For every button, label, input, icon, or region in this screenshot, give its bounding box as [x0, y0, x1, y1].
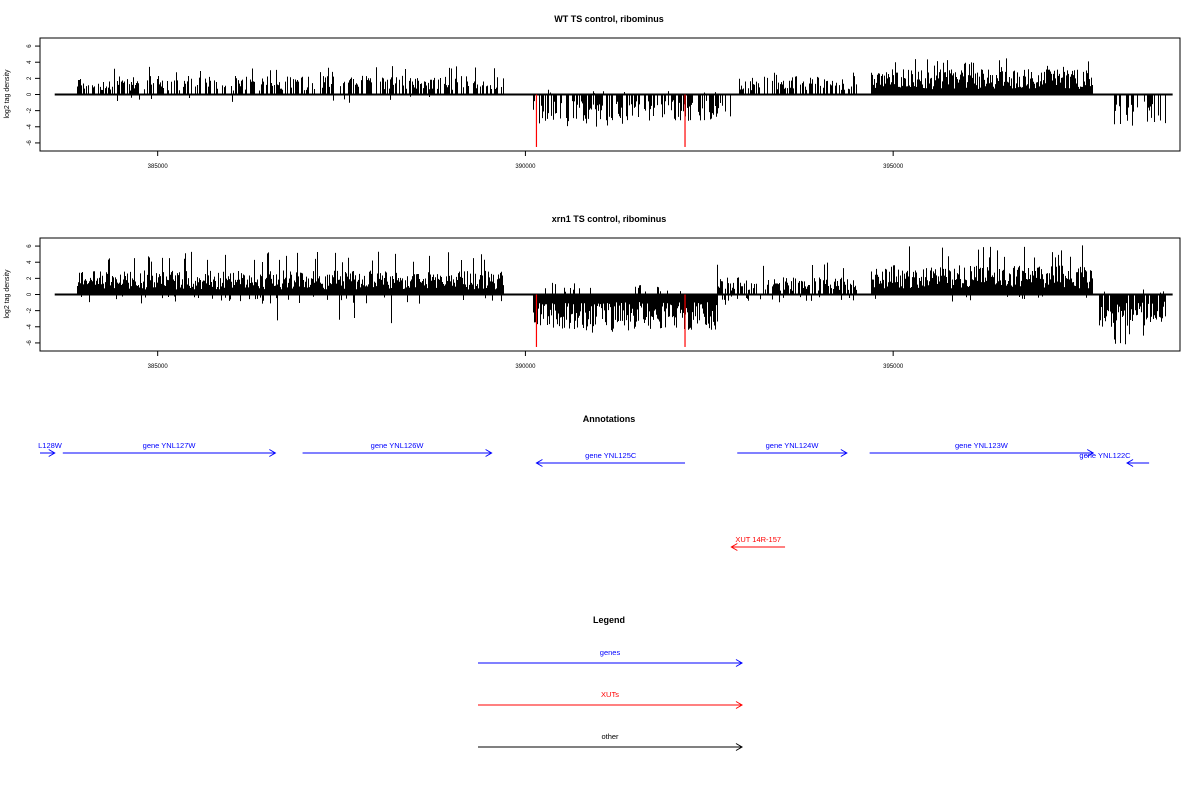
- x-tick-label: 385000: [148, 164, 169, 170]
- annotations-panel: Annotations L128W gene YNL127W gene YNL126…: [38, 414, 1150, 551]
- feature-label: gene YNL127W: [143, 441, 197, 450]
- highlight-bars-xrn1: [535, 294, 686, 347]
- y-tick-label: 0: [27, 292, 33, 296]
- y-tick-label: -4: [27, 123, 33, 129]
- arrow-head: [1086, 449, 1095, 457]
- legend-title: Legend: [593, 615, 625, 625]
- arrow-head: [269, 449, 277, 457]
- x-axis-wt: 385000 390000 395000: [148, 151, 904, 170]
- legend-items: genes XUTs other: [478, 648, 743, 751]
- signal-bars-xrn1: [77, 245, 1166, 345]
- legend-panel: Legend genes XUTs other: [478, 615, 743, 751]
- y-axis-xrn1: 6 4 2 0 -2 -4 -6: [27, 244, 40, 346]
- track-panel-wt: WT TS control, ribominus log2 tag densit…: [4, 14, 1181, 170]
- feature-arrow: [302, 449, 493, 457]
- signal-bars-wt: [77, 58, 1166, 127]
- feature-arrow: [737, 449, 848, 457]
- arrow-head: [840, 449, 848, 457]
- feature-label: gene YNL125C: [585, 451, 637, 460]
- legend-arrow: [478, 743, 743, 751]
- feature-label: gene YNL126W: [371, 441, 425, 450]
- legend-label: other: [601, 732, 619, 741]
- x-axis-xrn1: 385000 390000 395000: [148, 351, 904, 370]
- feature-label: L128W: [38, 441, 63, 450]
- y-tick-label: -6: [27, 340, 33, 346]
- feature-arrow: [730, 543, 786, 551]
- arrow-head: [1126, 459, 1134, 467]
- feature-label: gene YNL123W: [955, 441, 1009, 450]
- track-panel-xrn1: xrn1 TS control, ribominus log2 tag dens…: [4, 214, 1181, 370]
- panel-title-xrn1: xrn1 TS control, ribominus: [552, 214, 667, 224]
- y-tick-label: -2: [27, 107, 33, 113]
- feature-label: gene YNL122C: [1079, 451, 1131, 460]
- arrow-head: [735, 743, 743, 751]
- x-tick-label: 385000: [148, 364, 169, 370]
- y-tick-label: 4: [27, 260, 33, 264]
- y-tick-label: 6: [27, 44, 33, 48]
- y-tick-label: -2: [27, 307, 33, 313]
- y-axis-wt: 6 4 2 0 -2 -4 -6: [27, 44, 40, 146]
- arrow-head: [730, 543, 738, 551]
- y-tick-label: 4: [27, 60, 33, 64]
- y-tick-label: 2: [27, 76, 33, 80]
- arrow-head: [735, 701, 743, 709]
- legend-label: genes: [600, 648, 621, 657]
- feature-arrow: [40, 449, 56, 457]
- x-tick-label: 395000: [883, 364, 904, 370]
- feature-label: XUT 14R-157: [735, 535, 781, 544]
- y-axis-label-xrn1: log2 tag density: [4, 269, 11, 319]
- feature-arrow: [62, 449, 277, 457]
- legend-arrow: [478, 659, 743, 667]
- y-tick-label: 2: [27, 276, 33, 280]
- x-tick-label: 395000: [883, 164, 904, 170]
- x-tick-label: 390000: [515, 164, 536, 170]
- feature-arrow: [1126, 459, 1150, 467]
- feature-arrow: [535, 459, 686, 467]
- y-tick-label: -4: [27, 323, 33, 329]
- x-tick-label: 390000: [515, 364, 536, 370]
- arrow-head: [48, 449, 56, 457]
- y-tick-label: 0: [27, 92, 33, 96]
- feature-label: gene YNL124W: [766, 441, 820, 450]
- arrow-head: [485, 449, 493, 457]
- panel-title-wt: WT TS control, ribominus: [554, 14, 664, 24]
- highlight-bars-wt: [535, 94, 686, 147]
- annotation-features: L128W gene YNL127W gene YNL126W gene YNL125…: [38, 441, 1150, 551]
- y-axis-label-wt: log2 tag density: [4, 69, 11, 119]
- y-tick-label: 6: [27, 244, 33, 248]
- arrow-head: [735, 659, 743, 667]
- annotations-title: Annotations: [583, 414, 636, 424]
- arrow-head: [535, 459, 543, 467]
- legend-arrow: [478, 701, 743, 709]
- legend-label: XUTs: [601, 690, 619, 699]
- y-tick-label: -6: [27, 140, 33, 146]
- feature-arrow: [869, 449, 1095, 457]
